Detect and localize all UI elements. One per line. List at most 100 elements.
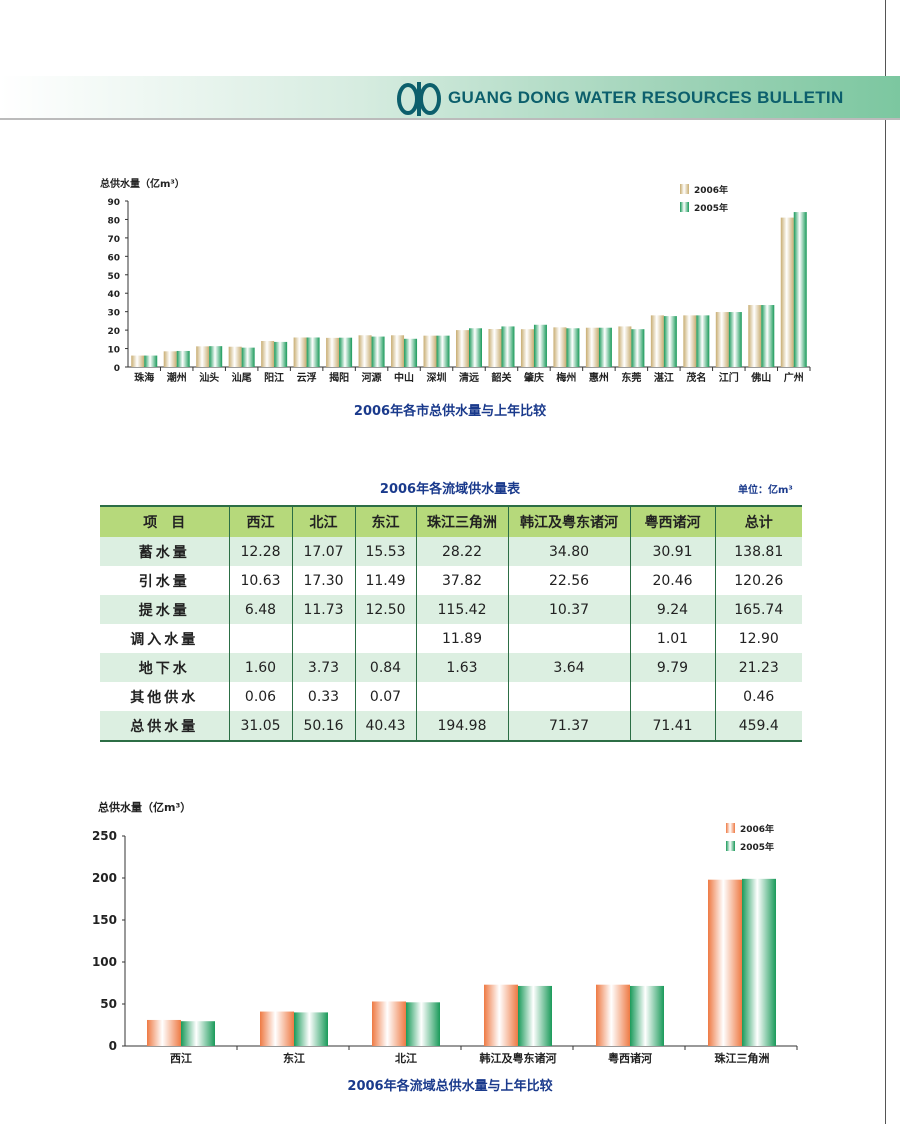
x-tick-label: 韩江及粤东诸河 [480, 1051, 557, 1065]
y-axis-label: 总供水量（亿m³） [100, 177, 185, 190]
y-tick-label: 30 [107, 309, 120, 319]
basin-supply-table: 项 目西江 北江 东江 珠江三角洲 韩江及粤东诸河 粤西诸河 总计 蓄水量 12.28 17.0… [100, 505, 802, 742]
y-tick-label: 0 [114, 364, 120, 374]
x-tick-label: 清远 [459, 371, 479, 384]
table-cell: 28.22 [415, 537, 509, 566]
table-cell: 9.24 [629, 595, 716, 624]
column-header: 北江 [291, 506, 356, 537]
bar-2005年-肇庆 [533, 324, 547, 367]
y-tick-label: 80 [107, 216, 120, 226]
bar-2005年-茂名 [696, 315, 710, 367]
bar-2006年-东江 [260, 1011, 294, 1046]
bar-2006年-西江 [147, 1019, 181, 1046]
row-label: 蓄水量 [100, 537, 230, 566]
x-tick-label: 粤西诸河 [608, 1051, 652, 1065]
table-cell: 11.49 [354, 566, 417, 595]
x-tick-label: 东江 [283, 1051, 305, 1065]
y-tick-label: 250 [92, 829, 117, 843]
legend-label: 2005年 [740, 841, 774, 853]
bar-2005年-韶关 [501, 326, 515, 367]
bar-2005年-汕头 [209, 346, 223, 367]
bar-2006年-河源 [358, 335, 372, 367]
table-header-row: 项 目西江 北江 东江 珠江三角洲 韩江及粤东诸河 粤西诸河 总计 [100, 506, 802, 537]
bar-2006年-广州 [780, 217, 794, 367]
city-chart-title: 2006年各市总供水量与上年比较 [353, 404, 547, 419]
bar-2006年-粤西诸河 [596, 984, 630, 1046]
table-cell: 30.91 [629, 537, 716, 566]
table-cell: 0.46 [714, 682, 802, 711]
bar-2005年-北江 [406, 1002, 440, 1046]
y-tick-label: 150 [92, 913, 117, 927]
row-label: 总供水量 [100, 711, 230, 741]
bar-2006年-湛江 [650, 315, 664, 367]
column-header: 西江 [228, 506, 293, 537]
bar-2006年-佛山 [748, 305, 762, 367]
bar-2005年-粤西诸河 [630, 985, 664, 1046]
bar-2005年-揭阳 [339, 337, 353, 367]
table-cell: 459.4 [714, 711, 802, 741]
legend-swatch [680, 202, 689, 212]
table-cell: 115.42 [415, 595, 509, 624]
table-cell: 120.26 [714, 566, 802, 595]
table-cell: 71.41 [629, 711, 716, 741]
x-tick-label: 深圳 [427, 371, 447, 384]
bar-2006年-韶关 [488, 329, 502, 367]
x-tick-label: 惠州 [589, 371, 609, 384]
table-cell: 1.60 [228, 653, 293, 682]
table-cell [291, 624, 356, 653]
x-tick-label: 西江 [170, 1051, 192, 1065]
table-cell: 10.37 [507, 595, 631, 624]
x-tick-label: 汕尾 [232, 371, 252, 384]
basin-supply-chart: 总供水量（亿m³） 0 50 100 150 200 250 西江 东江 北江 韩江及粤东诸河 粤西诸… [92, 800, 798, 1065]
table-cell: 21.23 [714, 653, 802, 682]
bar-2006年-珠江三角洲 [708, 879, 742, 1046]
bulletin-logo-icon [397, 82, 441, 116]
bar-2005年-云浮 [306, 337, 320, 367]
bar-2005年-广州 [793, 212, 807, 367]
x-tick-label: 河源 [362, 371, 382, 384]
bar-2006年-韩江及粤东诸河 [484, 984, 518, 1046]
table-cell [415, 682, 509, 711]
table-cell: 12.90 [714, 624, 802, 653]
table-row: 其他供水 0.06 0.33 0.07 0.46 [100, 682, 802, 711]
legend-label: 2006年 [694, 184, 728, 196]
bar-2005年-江门 [728, 312, 742, 367]
y-tick-label: 20 [107, 327, 120, 337]
bar-2005年-中山 [404, 338, 418, 367]
table-unit: 单位：亿m³ [738, 485, 793, 496]
legend-label: 2006年 [740, 823, 774, 835]
x-tick-label: 中山 [394, 371, 414, 384]
table-cell: 17.30 [291, 566, 356, 595]
x-tick-label: 韶关 [491, 371, 511, 384]
x-tick-label: 江门 [719, 371, 739, 384]
bar-2005年-河源 [371, 336, 385, 367]
x-tick-label: 揭阳 [329, 371, 349, 384]
table-cell: 12.50 [354, 595, 417, 624]
bar-2005年-湛江 [663, 316, 677, 367]
table-row: 调入水量 11.89 1.01 12.90 [100, 624, 802, 653]
bar-2005年-惠州 [598, 327, 612, 367]
table-cell: 17.07 [291, 537, 356, 566]
table-cell: 10.63 [228, 566, 293, 595]
y-tick-label: 10 [107, 346, 120, 356]
table-cell: 11.89 [415, 624, 509, 653]
y-tick-label: 40 [107, 290, 120, 300]
y-tick-label: 50 [100, 997, 117, 1011]
bar-2005年-韩江及粤东诸河 [518, 985, 552, 1046]
bar-2006年-肇庆 [520, 329, 534, 367]
basin-chart-title: 2006年各流域总供水量与上年比较 [347, 1079, 553, 1094]
column-header: 珠江三角洲 [415, 506, 509, 537]
x-tick-label: 汕头 [199, 371, 219, 384]
x-tick-label: 云浮 [297, 371, 317, 384]
x-tick-label: 茂名 [686, 371, 706, 384]
row-label: 其他供水 [100, 682, 230, 711]
table-cell: 71.37 [507, 711, 631, 741]
column-header: 东江 [354, 506, 417, 537]
table-title: 2006年各流域供水量表 [379, 482, 521, 497]
bar-2006年-梅州 [553, 327, 567, 367]
bar-2006年-汕头 [196, 346, 210, 367]
table-cell: 0.33 [291, 682, 356, 711]
table-cell: 9.79 [629, 653, 716, 682]
x-tick-label: 珠江三角洲 [715, 1051, 770, 1065]
